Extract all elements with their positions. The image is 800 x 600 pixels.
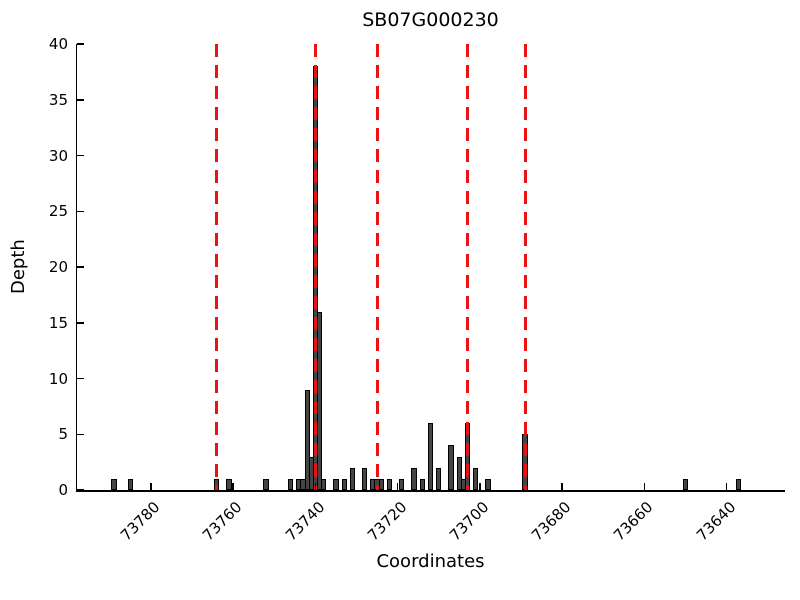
x-tick-label: 73640	[692, 498, 740, 545]
x-tick-label: 73660	[610, 498, 657, 545]
depth-bar	[386, 478, 392, 490]
x-tick-label: 73740	[281, 498, 329, 545]
marker-vline	[466, 44, 469, 490]
y-tick	[77, 210, 84, 212]
y-tick-label: 25	[48, 202, 68, 221]
depth-bar	[349, 467, 355, 490]
plot-area	[77, 43, 784, 491]
depth-bar	[419, 478, 425, 490]
marker-vline	[313, 44, 317, 490]
y-tick-label: 30	[48, 146, 68, 165]
y-tick	[77, 99, 84, 101]
x-tick	[725, 483, 728, 490]
depth-bar	[378, 478, 384, 490]
depth-bar	[333, 478, 339, 490]
y-tick-label: 15	[48, 313, 68, 332]
y-tick	[77, 266, 84, 268]
depth-bar	[321, 478, 327, 490]
depth-bar	[485, 478, 491, 490]
x-tick	[479, 483, 481, 490]
depth-bar	[411, 467, 417, 490]
depth-bar	[682, 478, 688, 490]
x-tick	[643, 483, 645, 490]
y-tick-label: 10	[48, 369, 68, 388]
y-tick	[77, 433, 84, 435]
x-tick-label: 73780	[117, 498, 164, 545]
depth-bar	[304, 389, 310, 490]
depth-bar	[448, 445, 454, 490]
x-tick-label: 73700	[446, 498, 493, 545]
x-tick	[232, 483, 234, 490]
depth-bar	[263, 478, 269, 490]
y-tick-label: 0	[58, 481, 68, 499]
y-tick-label: 40	[48, 35, 68, 53]
depth-bar	[127, 478, 134, 490]
depth-bar	[316, 311, 323, 490]
y-tick-label: 20	[48, 258, 68, 276]
depth-bar	[436, 467, 442, 490]
depth-bar	[427, 423, 434, 490]
y-tick	[77, 43, 84, 45]
depth-bar	[288, 478, 294, 490]
depth-bar	[341, 478, 347, 490]
x-tick	[396, 483, 399, 490]
depth-bar	[456, 456, 462, 490]
y-tick	[77, 322, 84, 324]
x-axis-label: Coordinates	[376, 551, 485, 572]
y-tick-label: 5	[58, 425, 68, 444]
x-tick	[561, 483, 563, 490]
y-tick	[77, 377, 84, 380]
x-tick	[314, 483, 317, 490]
x-tick-label: 73720	[363, 498, 411, 545]
x-axis-spine	[75, 490, 785, 492]
depth-bar	[362, 467, 368, 490]
y-tick	[77, 154, 84, 157]
depth-bar	[399, 478, 405, 490]
marker-vline	[523, 44, 527, 490]
depth-bar	[473, 467, 479, 490]
x-tick-label: 73760	[199, 498, 246, 545]
y-tick-label: 35	[48, 90, 68, 109]
marker-vline	[375, 44, 379, 490]
y-axis-spine	[75, 44, 77, 492]
depth-bar	[226, 478, 232, 490]
x-tick	[150, 483, 152, 490]
x-tick-label: 73680	[528, 498, 575, 545]
chart-title: SB07G000230	[362, 9, 499, 31]
depth-bar	[736, 478, 742, 490]
depth-bar	[111, 478, 117, 490]
marker-vline	[215, 44, 219, 490]
